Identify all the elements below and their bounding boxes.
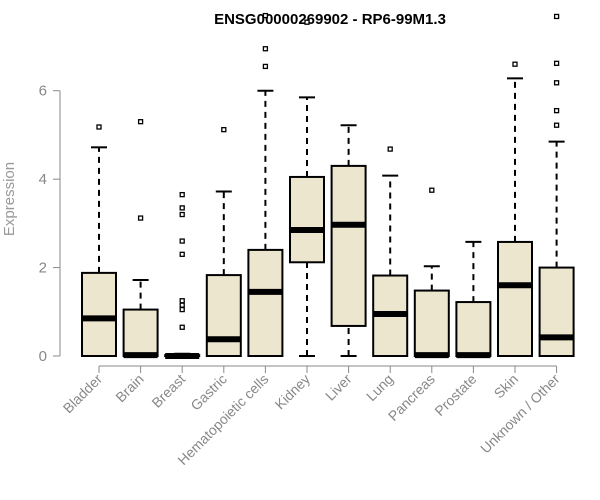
outlier-point bbox=[179, 238, 185, 244]
outlier-point bbox=[221, 126, 227, 133]
x-tick-label: Breast bbox=[148, 371, 188, 411]
outlier-point bbox=[137, 119, 144, 125]
box-hematopoietic-cells bbox=[247, 12, 284, 357]
x-tick-label: Brain bbox=[112, 371, 146, 405]
box-kidney bbox=[289, 19, 325, 357]
box-brain bbox=[122, 119, 159, 359]
outlier-point bbox=[429, 187, 435, 193]
outlier-point bbox=[553, 80, 560, 86]
iqr-box bbox=[330, 164, 367, 327]
outlier-point bbox=[179, 191, 185, 198]
iqr-box bbox=[289, 175, 325, 264]
iqr-box bbox=[455, 301, 492, 358]
x-tick-label: Unknown / Other bbox=[477, 371, 563, 457]
box-liver bbox=[330, 124, 367, 357]
box-pancreas bbox=[413, 187, 450, 359]
outlier-point bbox=[179, 211, 185, 218]
outlier-point bbox=[387, 146, 393, 152]
iqr-box bbox=[81, 271, 117, 358]
boxes-group bbox=[81, 12, 575, 359]
outlier-point bbox=[179, 302, 185, 308]
x-tick-label: Skin bbox=[491, 371, 522, 402]
box-breast bbox=[164, 191, 201, 359]
x-tick-label: Prostate bbox=[431, 371, 479, 419]
box-gastric bbox=[205, 126, 242, 357]
iqr-box bbox=[247, 248, 284, 357]
y-axis: 0 2 4 6 bbox=[39, 83, 61, 365]
outlier-point bbox=[179, 306, 185, 313]
box-unknown-other bbox=[538, 13, 575, 357]
x-tick-label: Lung bbox=[363, 371, 396, 404]
box-prostate bbox=[455, 240, 492, 359]
box-skin bbox=[497, 61, 533, 357]
y-tick-label: 4 bbox=[39, 171, 47, 188]
iqr-box bbox=[497, 240, 533, 357]
y-tick-label: 0 bbox=[39, 348, 47, 365]
outlier-point bbox=[553, 107, 560, 114]
outlier-point bbox=[262, 46, 269, 52]
y-axis-label: Expression bbox=[1, 162, 18, 236]
box-bladder bbox=[81, 124, 117, 358]
x-tick-label: Bladder bbox=[60, 371, 106, 417]
outlier-point bbox=[553, 60, 560, 66]
outlier-point bbox=[262, 12, 269, 19]
outlier-point bbox=[179, 298, 185, 304]
iqr-box bbox=[413, 289, 450, 357]
y-tick-label: 2 bbox=[39, 260, 47, 277]
chart-title: ENSG00000269902 - RP6-99M1.3 bbox=[214, 11, 446, 28]
outlier-point bbox=[179, 205, 185, 211]
outlier-point bbox=[553, 122, 560, 128]
x-tick-label: Kidney bbox=[272, 371, 314, 413]
iqr-box bbox=[538, 266, 575, 357]
outlier-point bbox=[96, 124, 102, 130]
iqr-box bbox=[205, 274, 242, 357]
y-tick-label: 6 bbox=[39, 83, 47, 100]
outlier-point bbox=[262, 63, 269, 70]
outlier-point bbox=[137, 215, 144, 221]
outlier-point bbox=[553, 13, 560, 20]
x-tick-label: Liver bbox=[322, 371, 355, 404]
box-lung bbox=[372, 146, 409, 357]
outlier-point bbox=[179, 324, 185, 330]
iqr-box bbox=[122, 308, 159, 357]
outlier-point bbox=[179, 251, 185, 257]
outlier-point bbox=[304, 19, 310, 25]
outlier-point bbox=[512, 61, 518, 67]
